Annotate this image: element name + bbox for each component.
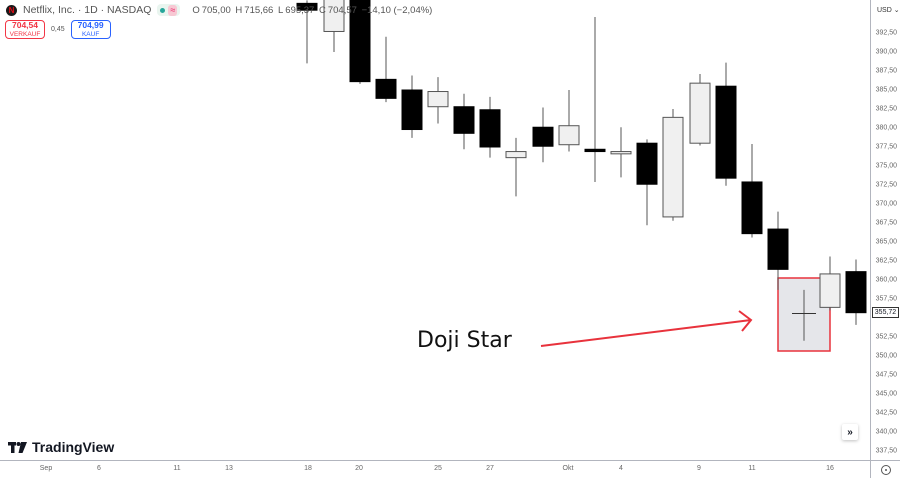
price-tick-label: 382,50 (875, 105, 897, 113)
time-tick-label: 16 (826, 465, 834, 472)
time-tick-label: 25 (434, 465, 442, 472)
chart-settings-button[interactable] (870, 460, 900, 478)
candle[interactable] (715, 62, 737, 186)
symbol-title[interactable]: Netflix, Inc. · 1D · NASDAQ (23, 4, 152, 16)
candle[interactable] (767, 211, 789, 290)
price-tick-label: 390,00 (875, 48, 897, 56)
candle[interactable] (375, 36, 397, 103)
tradingview-logo[interactable]: TradingView (8, 439, 114, 455)
candle[interactable] (453, 93, 475, 150)
price-tick-label: 380,00 (875, 124, 897, 132)
annotation-arrow-icon (540, 310, 753, 347)
candle[interactable] (296, 0, 318, 64)
candle[interactable] (401, 75, 423, 138)
price-tick-label: 345,00 (875, 390, 897, 398)
candle[interactable] (558, 90, 580, 152)
candle[interactable] (741, 143, 763, 238)
time-tick-label: 11 (173, 465, 181, 472)
price-tick-label: 357,50 (875, 295, 897, 303)
candle[interactable] (845, 259, 867, 325)
market-open-dot-icon (160, 7, 166, 13)
candlestick-chart[interactable] (0, 0, 870, 460)
candle[interactable] (662, 109, 684, 221)
change-value: −14,10 (−2,04%) (361, 4, 433, 16)
ohlc-values: O 705,00 H 715,66 L 695,37 C 704,57 −14,10 (… (192, 5, 434, 16)
candle[interactable] (610, 127, 632, 178)
time-tick-label: 18 (304, 465, 312, 472)
time-axis[interactable]: Sep 6 11 13 18 20 25 27 Okt 4 9 11 16 (0, 460, 870, 478)
low-label: L (277, 4, 284, 16)
currency-selector[interactable]: USD ⌄ (877, 7, 900, 14)
candle[interactable] (689, 74, 711, 146)
time-tick-label: 4 (619, 465, 623, 472)
close-label: C (318, 4, 326, 16)
candle[interactable] (427, 77, 449, 124)
sell-price: 704,54 (12, 19, 38, 30)
price-tick-label: 340,00 (875, 428, 897, 436)
price-tick-label: 342,50 (875, 409, 897, 417)
close-value: 704,57 (327, 4, 357, 16)
price-tick-label: 337,50 (875, 447, 897, 455)
price-tick-label: 370,00 (875, 200, 897, 208)
price-tick-label: 372,50 (875, 181, 897, 189)
price-tick-label: 347,50 (875, 371, 897, 379)
price-tick-label: 375,00 (875, 162, 897, 170)
time-tick-label: 6 (97, 465, 101, 472)
market-status-badge[interactable]: ≈ (157, 4, 181, 16)
tradingview-mark-icon (8, 441, 27, 453)
equal-sign-icon: ≈ (168, 4, 178, 16)
candle[interactable] (323, 0, 345, 52)
time-tick-label: 9 (697, 465, 701, 472)
price-tick-label: 385,00 (875, 86, 897, 94)
buy-label: KAUF (81, 30, 100, 38)
open-label: O (192, 4, 200, 16)
candle[interactable] (792, 289, 816, 341)
tradingview-wordmark: TradingView (32, 439, 115, 455)
sell-label: VERKAUF (9, 30, 41, 38)
price-tick-label: 392,50 (875, 29, 897, 37)
price-tick-label: 367,50 (875, 219, 897, 227)
price-tick-label: 350,00 (875, 352, 897, 360)
buy-button[interactable]: 704,99 KAUF (70, 19, 111, 39)
last-price-label: 355,72 (872, 307, 899, 319)
time-tick-label: Okt (562, 465, 574, 472)
gear-icon (881, 464, 891, 475)
candle[interactable] (479, 96, 501, 158)
spread-value: 0,45 (51, 26, 65, 33)
time-tick-label: 20 (355, 465, 363, 472)
low-value: 695,37 (285, 4, 315, 16)
price-tick-label: 365,00 (875, 238, 897, 246)
open-value: 705,00 (201, 4, 231, 16)
sell-button[interactable]: 704,54 VERKAUF (5, 20, 45, 39)
trade-panel: 704,54 VERKAUF 0,45 704,99 KAUF (5, 20, 111, 39)
candle[interactable] (505, 137, 527, 197)
candle[interactable] (349, 0, 371, 84)
doji-star-label: Doji Star (417, 328, 512, 353)
candle[interactable] (636, 139, 658, 226)
buy-price: 704,99 (77, 19, 104, 30)
price-tick-label: 352,50 (875, 333, 897, 341)
candle[interactable] (532, 107, 554, 163)
time-tick-label: Sep (39, 465, 53, 472)
netflix-logo-icon: N (6, 4, 17, 16)
time-tick-label: 13 (225, 465, 233, 472)
high-label: H (235, 4, 243, 16)
price-axis[interactable]: USD ⌄ 392,50 390,00 387,50 385,00 382,50 380,… (870, 0, 900, 460)
price-tick-label: 360,00 (875, 276, 897, 284)
high-value: 715,66 (244, 4, 274, 16)
time-tick-label: 27 (486, 465, 494, 472)
time-tick-label: 11 (748, 465, 756, 472)
price-tick-label: 377,50 (875, 143, 897, 151)
candle[interactable] (819, 256, 841, 311)
candle[interactable] (584, 17, 606, 182)
scroll-to-realtime-button[interactable]: » (842, 424, 858, 440)
price-tick-label: 362,50 (875, 257, 897, 265)
price-tick-label: 387,50 (875, 67, 897, 75)
symbol-legend: N Netflix, Inc. · 1D · NASDAQ ≈ O 705,00 … (6, 4, 434, 16)
